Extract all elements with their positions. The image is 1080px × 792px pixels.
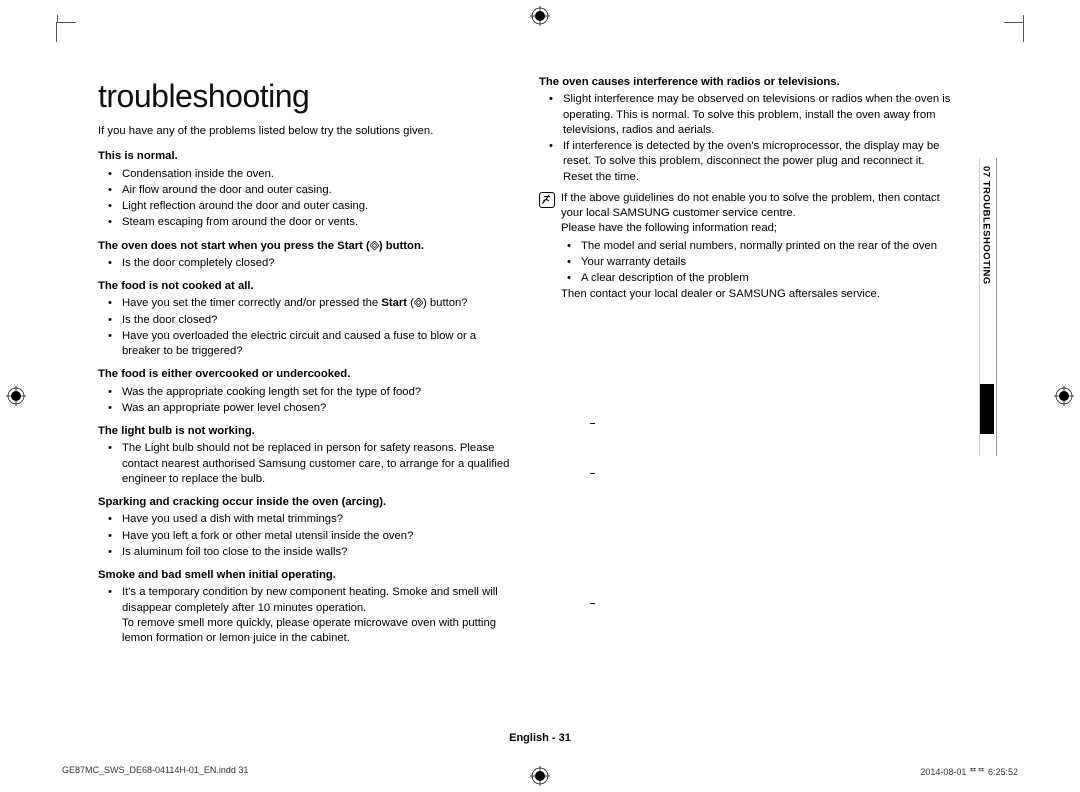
footer-page-number: 31 — [559, 732, 571, 744]
imprint-bar: GE87MC_SWS_DE68-04114H-01_EN.indd 31 201… — [62, 765, 1018, 778]
bullet-list: The Light bulb should not be replaced in… — [98, 441, 511, 487]
page-title: troubleshooting — [98, 75, 511, 118]
note-text: Please have the following information re… — [561, 222, 777, 234]
list-item: The model and serial numbers, normally p… — [571, 239, 952, 254]
note-block: If the above guidelines do not enable yo… — [539, 191, 952, 303]
list-item: Your warranty details — [571, 255, 952, 270]
list-item: Steam escaping from around the door or v… — [112, 215, 511, 230]
section-heading: The light bulb is not working. — [98, 424, 511, 439]
bullet-list: Condensation inside the oven. Air flow a… — [98, 167, 511, 231]
list-item: Is the door completely closed? — [112, 256, 511, 271]
side-rule — [996, 158, 997, 456]
start-diamond-icon — [370, 241, 379, 250]
start-diamond-icon — [414, 298, 423, 307]
imprint-timestamp: 2014-08-01 ᄑᄑ 6:25:52 — [920, 765, 1018, 778]
column-divider-marks — [592, 103, 593, 723]
footer-language: English - — [509, 732, 559, 744]
note-text: If the above guidelines do not enable yo… — [561, 192, 940, 219]
bullet-list: Have you used a dish with metal trimming… — [98, 512, 511, 560]
section-tab-label: 07 TROUBLESHOOTING — [981, 166, 992, 285]
list-item: Was the appropriate cooking length set f… — [112, 385, 511, 400]
list-item: The Light bulb should not be replaced in… — [112, 441, 511, 487]
bullet-list: Was the appropriate cooking length set f… — [98, 385, 511, 417]
note-text: Then contact your local dealer or SAMSUN… — [561, 288, 880, 300]
registration-mark-icon — [530, 6, 550, 26]
list-item: Have you used a dish with metal trimming… — [112, 512, 511, 527]
list-item: Slight interference may be observed on t… — [553, 92, 952, 138]
section-heading: Smoke and bad smell when initial operati… — [98, 568, 511, 583]
list-item: Light reflection around the door and out… — [112, 199, 511, 214]
page-footer: English - 31 — [0, 732, 1080, 744]
list-item: Have you overloaded the electric circuit… — [112, 329, 511, 360]
bullet-list: Slight interference may be observed on t… — [539, 92, 952, 185]
bullet-list: The model and serial numbers, normally p… — [561, 239, 952, 287]
section-heading: The food is not cooked at all. — [98, 279, 511, 294]
intro-text: If you have any of the problems listed b… — [98, 124, 511, 139]
list-item: Have you left a fork or other metal uten… — [112, 529, 511, 544]
list-item: Have you set the timer correctly and/or … — [112, 296, 511, 311]
registration-mark-icon — [1054, 386, 1074, 406]
list-item: Condensation inside the oven. — [112, 167, 511, 182]
section-heading: The oven does not start when you press t… — [98, 239, 511, 254]
registration-mark-icon — [6, 386, 26, 406]
list-item: If interference is detected by the oven'… — [553, 139, 952, 185]
section-heading: The oven causes interference with radios… — [539, 75, 952, 90]
column-left: troubleshooting If you have any of the p… — [98, 75, 511, 647]
bullet-list: Have you set the timer correctly and/or … — [98, 296, 511, 359]
list-item: It's a temporary condition by new compon… — [112, 585, 511, 646]
section-heading: Sparking and cracking occur inside the o… — [98, 495, 511, 510]
list-item: A clear description of the problem — [571, 271, 952, 286]
note-icon — [539, 192, 555, 208]
list-item: Is aluminum foil too close to the inside… — [112, 545, 511, 560]
column-right: The oven causes interference with radios… — [539, 75, 982, 647]
bullet-list: Is the door completely closed? — [98, 256, 511, 271]
bullet-list: It's a temporary condition by new compon… — [98, 585, 511, 646]
note-body: If the above guidelines do not enable yo… — [561, 191, 952, 303]
section-tab: 07 TROUBLESHOOTING — [978, 166, 994, 290]
list-item: Is the door closed? — [112, 313, 511, 328]
list-item: Was an appropriate power level chosen? — [112, 401, 511, 416]
imprint-filename: GE87MC_SWS_DE68-04114H-01_EN.indd 31 — [62, 765, 248, 778]
section-heading: This is normal. — [98, 149, 511, 164]
section-heading: The food is either overcooked or underco… — [98, 367, 511, 382]
list-item: Air flow around the door and outer casin… — [112, 183, 511, 198]
section-tab-marker — [980, 384, 994, 434]
